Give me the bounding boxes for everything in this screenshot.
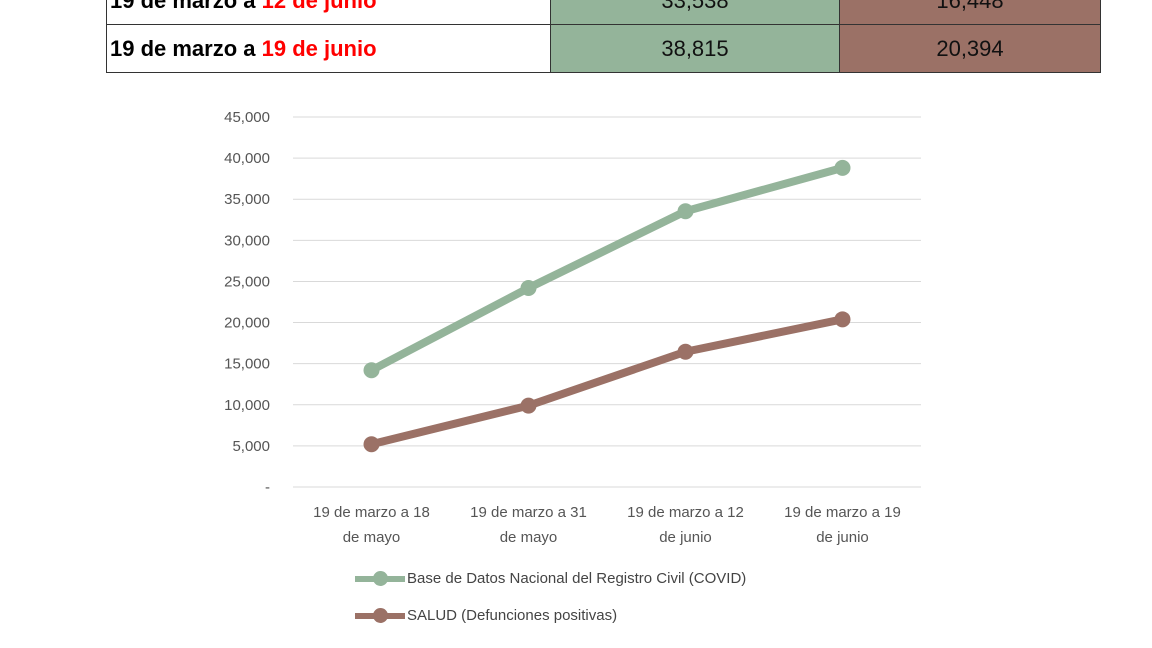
y-tick-label: 15,000 [224, 356, 270, 373]
series-line [370, 315, 844, 449]
y-tick-label: 30,000 [224, 232, 270, 249]
y-tick-label: 45,000 [224, 109, 270, 126]
legend-item-registro: Base de Datos Nacional del Registro Civi… [355, 570, 746, 587]
y-tick-label: - [265, 479, 270, 496]
table-row: 19 de marzo a 19 de junio 38,815 20,394 [106, 24, 1101, 73]
x-tick-label: de mayo [500, 529, 558, 546]
registro-value: 33,538 [550, 0, 840, 25]
table-row: 19 de marzo a 12 de junio 33,538 16,448 [106, 0, 1101, 25]
y-tick-label: 25,000 [224, 273, 270, 290]
salud-value: 20,394 [839, 24, 1101, 73]
registro-value: 38,815 [550, 24, 840, 73]
y-tick-label: 40,000 [224, 150, 270, 167]
data-point [520, 397, 537, 414]
legend-swatch [355, 570, 405, 586]
x-tick-label: de junio [816, 529, 869, 546]
data-point [363, 362, 380, 379]
x-tick-label: de junio [659, 529, 712, 546]
x-tick-label: de mayo [343, 529, 401, 546]
summary-table: 19 de marzo a 12 de junio 33,538 16,448 … [106, 0, 1101, 73]
data-point [520, 280, 537, 297]
row-label: 19 de marzo a 12 de junio [106, 0, 551, 25]
legend-label: Base de Datos Nacional del Registro Civi… [407, 570, 747, 587]
x-tick-label: 19 de marzo a 31 [470, 504, 587, 521]
x-tick-label: 19 de marzo a 19 [784, 504, 901, 521]
row-label: 19 de marzo a 19 de junio [106, 24, 551, 73]
x-tick-label: 19 de marzo a 18 [313, 504, 430, 521]
y-tick-label: 20,000 [224, 315, 270, 332]
data-point [677, 203, 694, 220]
data-point [834, 311, 851, 328]
salud-value: 16,448 [839, 0, 1101, 25]
data-point [363, 436, 380, 453]
y-tick-label: 10,000 [224, 397, 270, 414]
x-tick-label: 19 de marzo a 12 [627, 504, 744, 521]
data-point [677, 343, 694, 360]
y-tick-label: 5,000 [232, 438, 270, 455]
y-tick-label: 35,000 [224, 191, 270, 208]
legend-item-salud: SALUD (Defunciones positivas) [355, 607, 617, 624]
data-point [834, 159, 851, 176]
legend-label: SALUD (Defunciones positivas) [407, 607, 618, 624]
series-line [369, 163, 844, 374]
legend-swatch [355, 607, 405, 623]
